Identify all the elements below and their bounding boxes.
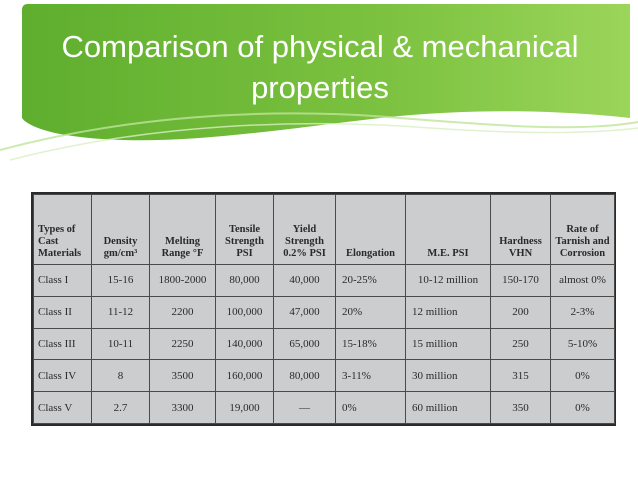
table-cell: 65,000 [273, 327, 336, 361]
table-cell: almost 0% [550, 264, 615, 297]
column-header: Melting Range °F [149, 194, 216, 265]
table-cell: 19,000 [215, 391, 274, 424]
table-cell: 0% [550, 391, 615, 424]
column-header: Rate of Tarnish and Corrosion [550, 194, 615, 265]
table-cell: 15 million [405, 327, 491, 361]
table-cell: 200 [490, 295, 551, 329]
table-cell: 250 [490, 327, 551, 361]
table-cell: 10-11 [91, 327, 150, 361]
table-cell: 100,000 [215, 295, 274, 329]
column-header: Density gm/cm³ [91, 194, 150, 265]
table-cell: 2250 [149, 327, 216, 361]
column-header: Elongation [335, 194, 406, 265]
table-row: Class I 15-16 1800-2000 80,000 40,000 20… [33, 264, 615, 297]
column-header: Hardness VHN [490, 194, 551, 265]
table-row: Class V 2.7 3300 19,000 — 0% 60 million … [33, 391, 615, 424]
properties-table-image: Types of Cast Materials Density gm/cm³ M… [31, 192, 616, 426]
table-cell: Class I [33, 264, 92, 297]
table-cell: 15-16 [91, 264, 150, 297]
table-cell: 3300 [149, 391, 216, 424]
table-cell: Class V [33, 391, 92, 424]
table-cell: Class II [33, 295, 92, 329]
table-cell: 350 [490, 391, 551, 424]
table-cell: 5-10% [550, 327, 615, 361]
table-row: Class II 11-12 2200 100,000 47,000 20% 1… [33, 295, 615, 329]
table-cell: Class III [33, 327, 92, 361]
table-cell: 11-12 [91, 295, 150, 329]
table-cell: 1800-2000 [149, 264, 216, 297]
table-cell: 3-11% [335, 359, 406, 393]
table-cell: 80,000 [215, 264, 274, 297]
table-cell: 30 million [405, 359, 491, 393]
table-header-row: Types of Cast Materials Density gm/cm³ M… [33, 194, 615, 265]
table-row: Class IV 8 3500 160,000 80,000 3-11% 30 … [33, 359, 615, 393]
table-cell: 20-25% [335, 264, 406, 297]
table-cell: 40,000 [273, 264, 336, 297]
table-cell: 47,000 [273, 295, 336, 329]
column-header: M.E. PSI [405, 194, 491, 265]
table-cell: Class IV [33, 359, 92, 393]
table-cell: 80,000 [273, 359, 336, 393]
title-banner: Comparison of physical & mechanical prop… [0, 0, 638, 170]
column-header: Tensile Strength PSI [215, 194, 274, 265]
table-cell: 140,000 [215, 327, 274, 361]
table-cell: 2200 [149, 295, 216, 329]
table-cell: 3500 [149, 359, 216, 393]
column-header: Yield Strength 0.2% PSI [273, 194, 336, 265]
table-cell: 10-12 million [405, 264, 491, 297]
table-cell: 15-18% [335, 327, 406, 361]
table-cell: 0% [550, 359, 615, 393]
table-cell: 8 [91, 359, 150, 393]
table-row: Class III 10-11 2250 140,000 65,000 15-1… [33, 327, 615, 361]
slide-title: Comparison of physical & mechanical prop… [61, 29, 579, 105]
banner-shape [0, 4, 638, 161]
table-cell: 315 [490, 359, 551, 393]
table-cell: — [273, 391, 336, 424]
table-cell: 0% [335, 391, 406, 424]
table-cell: 150-170 [490, 264, 551, 297]
table-cell: 12 million [405, 295, 491, 329]
table-cell: 2.7 [91, 391, 150, 424]
column-header: Types of Cast Materials [33, 194, 92, 265]
table-cell: 160,000 [215, 359, 274, 393]
table-cell: 2-3% [550, 295, 615, 329]
table-cell: 20% [335, 295, 406, 329]
table-cell: 60 million [405, 391, 491, 424]
properties-table: Types of Cast Materials Density gm/cm³ M… [33, 194, 615, 424]
